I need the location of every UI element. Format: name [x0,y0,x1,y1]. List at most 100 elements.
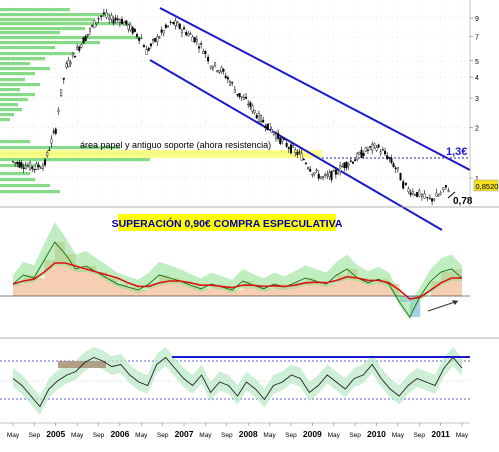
price-candle-body [191,36,194,42]
support-band [0,150,322,158]
rsi-envelope [13,347,462,415]
price-candle-body [360,149,363,158]
oscillator-area [33,278,45,296]
price-candle-body [435,192,438,197]
x-tick-label: 2010 [367,429,386,439]
volume-profile-bar [0,172,30,176]
price-candle-body [112,19,115,24]
price-candle-body [121,19,124,24]
price-candle-body [381,149,384,151]
price-candle-body [311,173,314,176]
price-y-tick-label: 7 [475,34,479,41]
oscillator-area [180,281,191,296]
x-tick-label: 2006 [110,429,129,439]
price-candle-body [373,143,376,146]
oscillator-area [263,288,275,296]
volume-profile-bar [0,31,60,35]
oscillator-area [75,269,87,296]
price-candle-body [390,157,393,163]
volume-profile-bar [0,83,40,87]
volume-profile-bar [0,158,150,162]
rsi-series [12,347,463,415]
price-candle-body [44,159,47,166]
price-candle-body [377,144,380,148]
oscillator-area [284,287,295,296]
x-tick-label: Sep [349,432,361,439]
price-candle-body [309,169,312,172]
price-candle-body [270,128,273,133]
price-candle-body [123,22,126,26]
oscillator-area [138,290,149,296]
channel-upper-line [159,7,471,171]
price-candle-body [341,166,344,168]
oscillator-area [148,284,160,296]
price-candle-body [160,29,163,33]
price-candle-body [224,75,227,79]
price-candle-body [358,152,361,155]
price-candle-body [76,46,79,50]
oscillator-area [253,285,264,296]
price-candle-body [169,21,172,23]
price-candle-body [22,167,25,169]
price-candle-body [437,194,440,197]
rsi-line [12,356,463,408]
price-candle-body [444,185,447,188]
price-candle-body [369,146,372,148]
price-candle-body [48,149,51,151]
x-tick-label: May [199,432,212,439]
price-candle-body [375,147,378,151]
price-candle-body [218,70,221,73]
price-candle-body [266,123,269,131]
price-candle-body [366,149,369,151]
price-candle-body [102,12,105,15]
price-candle-body [289,144,292,154]
oscillator-signal-line [12,262,462,300]
oscillator-area [54,242,66,296]
price-candle-body [108,17,111,20]
price-candle-body [78,46,81,51]
price-candle-body [302,158,305,161]
oscillator-area [106,278,118,296]
volume-profile-bar [0,57,45,61]
price-candle-body [322,176,325,178]
price-candle-body [231,82,234,84]
price-candle-body [20,162,23,168]
price-candle-body [442,187,445,191]
price-candle-body [260,115,263,122]
price-candle-body [211,66,214,70]
price-candle-body [257,113,260,123]
price-candle-body [178,23,181,29]
oscillator-panel: SUPERACIÓN 0,90€ COMPRA ESPECULATIVA [0,214,470,320]
price-candle-body [304,162,307,165]
price-candle-body [362,152,365,157]
price-candle-body [202,50,205,55]
oscillator-annotation: SUPERACIÓN 0,90€ COMPRA ESPECULATIVA [112,217,343,230]
price-candle-body [345,161,348,169]
price-candle-body [236,94,239,96]
price-candle-body [324,173,327,176]
price-candle-body [253,109,256,113]
price-candle-body [274,133,277,139]
x-tick-label: May [135,432,148,439]
volume-profile-bar [0,41,100,45]
price-candle-body [283,138,286,140]
volume-profile-bar [0,18,95,22]
price-candle-body [326,174,329,177]
price-candle-body [416,192,419,197]
price-candle-body [116,18,119,20]
price-candle-body [399,173,402,181]
oscillator-area [242,281,254,296]
price-y-tick-label: 5 [475,59,479,66]
price-candle-body [18,161,21,168]
price-candle-body [447,190,450,192]
x-tick-label: Sep [285,432,297,439]
volume-profile-bar [0,140,30,144]
price-candle-body [136,34,139,37]
price-candle-body [138,37,141,41]
price-candle-body [31,166,34,169]
x-tick-label: 2007 [175,429,194,439]
price-candle-body [145,49,148,55]
price-candle-body [439,192,442,195]
oscillator-area [127,287,139,296]
